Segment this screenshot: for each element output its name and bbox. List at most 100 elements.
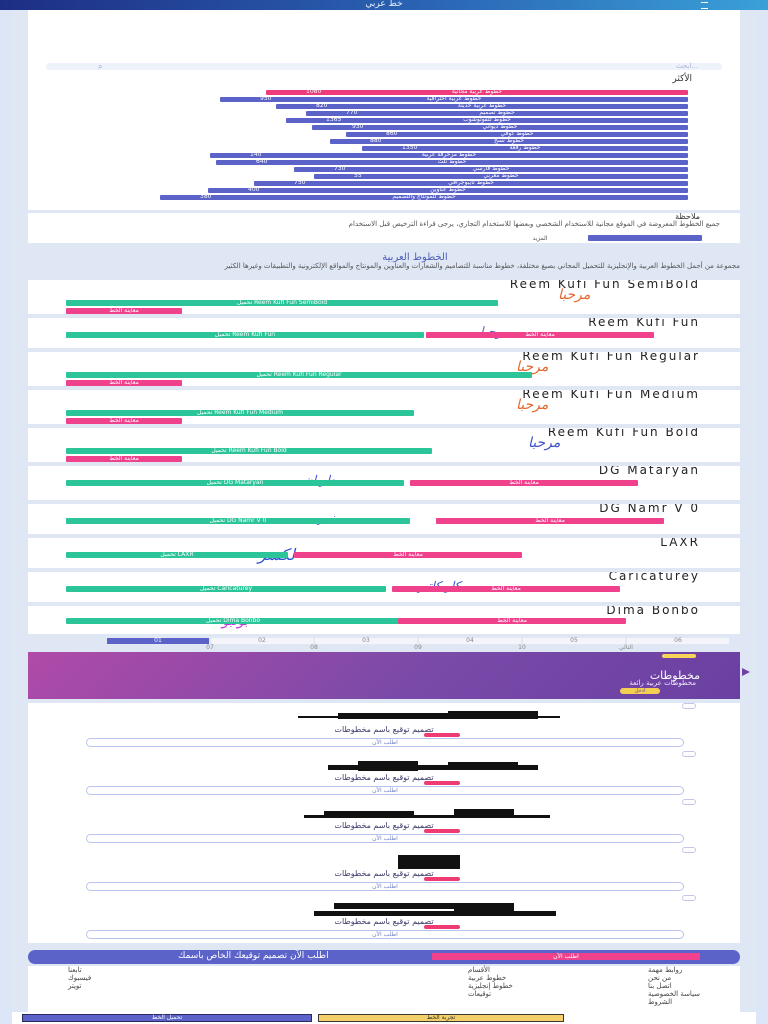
page-link[interactable]: 06 bbox=[626, 637, 730, 649]
popular-bar[interactable]: خطوط مزخرفة عربية 140 bbox=[210, 151, 688, 158]
popular-bar[interactable]: خطوط مغربي 55 bbox=[314, 172, 688, 179]
notice-more-bar[interactable] bbox=[588, 235, 702, 241]
font-preview-label: معاينة الخط bbox=[109, 418, 139, 424]
font-download-button[interactable]: تحميل Caricaturey bbox=[66, 586, 386, 592]
signature-order-button[interactable]: اطلب الآن bbox=[86, 930, 684, 939]
signature-badge bbox=[424, 925, 460, 929]
promo-banner[interactable]: مخطوطات مخطوطات عربية رائعة ادخل bbox=[28, 652, 750, 699]
search-icon: ⌕ bbox=[98, 62, 103, 71]
font-preview-button[interactable]: معاينة الخط bbox=[392, 586, 620, 592]
popular-bar[interactable]: خطوط عربية مجانية 1080 bbox=[266, 88, 688, 95]
popular-bar-label: خطوط تصميم bbox=[479, 109, 515, 116]
footer-link[interactable]: فيسبوك bbox=[68, 974, 92, 982]
font-download-button[interactable]: تحميل Reem Kufi Fun Medium bbox=[66, 410, 414, 416]
signature-order-button[interactable]: اطلب الآن bbox=[86, 834, 684, 843]
font-preview-button[interactable]: معاينة الخط bbox=[426, 332, 654, 338]
font-preview-button[interactable]: معاينة الخط bbox=[398, 618, 626, 624]
font-download-button[interactable]: تحميل LAXR bbox=[66, 552, 288, 558]
font-preview-button[interactable]: معاينة الخط bbox=[66, 456, 182, 462]
signature-order-button[interactable]: اطلب الآن bbox=[86, 882, 684, 891]
font-download-button[interactable]: تحميل Reem Kufi Fun SemiBold bbox=[66, 300, 498, 306]
popular-bar[interactable]: خطوط ثلث 640 bbox=[216, 158, 688, 165]
font-preview-button[interactable]: معاينة الخط bbox=[294, 552, 522, 558]
page-number: 05 bbox=[522, 637, 626, 645]
signature-badge bbox=[424, 781, 460, 785]
favorite-icon[interactable] bbox=[682, 799, 696, 805]
font-download-button[interactable]: تحميل DG Namr V 0 bbox=[66, 518, 410, 524]
popular-bar-count: 380 bbox=[200, 193, 212, 200]
footer-link[interactable]: توقيعات bbox=[468, 990, 492, 998]
popular-bar-count: 730 bbox=[334, 165, 346, 172]
font-download-button[interactable]: تحميل DG Mataryan bbox=[66, 480, 404, 486]
popular-bar[interactable]: خطوط ديواني 930 bbox=[312, 123, 688, 130]
page-link[interactable]: 10 bbox=[470, 644, 574, 656]
page-link[interactable]: التالي bbox=[574, 644, 678, 656]
font-preview-button[interactable]: معاينة الخط bbox=[436, 518, 664, 524]
font-download-button[interactable]: تحميل Reem Kufi Fun Regular bbox=[66, 372, 532, 378]
page-link[interactable]: 07 bbox=[158, 644, 262, 656]
font-preview-label: معاينة الخط bbox=[491, 586, 521, 592]
popular-bar[interactable]: خطوط رقعة 1350 bbox=[362, 144, 688, 151]
signature-order-button[interactable]: اطلب الآن bbox=[86, 738, 684, 747]
font-preview-button[interactable]: معاينة الخط bbox=[410, 480, 638, 486]
menu-icon[interactable] bbox=[701, 2, 708, 9]
page-link[interactable]: 04 bbox=[418, 637, 522, 649]
popular-bar-label: خطوط رقعة bbox=[509, 144, 541, 151]
font-name: Reem Kufi Fun Regular bbox=[522, 352, 700, 363]
cta-button[interactable]: اطلب الآن bbox=[432, 953, 700, 960]
font-download-button[interactable]: تحميل Dima Bonbo bbox=[66, 618, 400, 624]
page-link[interactable]: 01 bbox=[106, 637, 210, 649]
signature-list: تصميم توقيع باسم مخطوطات اطلب الآن تصميم ت… bbox=[28, 703, 740, 943]
popular-bar-label: خطوط تايبوجرافي bbox=[448, 179, 494, 186]
popular-bar[interactable]: خطوط تايبوجرافي 750 bbox=[254, 179, 688, 186]
page-number: 10 bbox=[518, 644, 526, 651]
favorite-icon[interactable] bbox=[682, 703, 696, 709]
popular-bar-label: خطوط للمونتاج والتصميم bbox=[392, 193, 456, 200]
page-link[interactable]: 08 bbox=[262, 644, 366, 656]
bottom-download-button[interactable]: تحميل الخط bbox=[22, 1014, 312, 1022]
popular-bar-count: 770 bbox=[346, 109, 358, 116]
font-download-button[interactable]: تحميل Reem Kufi Fun bbox=[66, 332, 424, 338]
signature-badge bbox=[424, 733, 460, 737]
favorite-icon[interactable] bbox=[682, 895, 696, 901]
footer-link[interactable]: تويتر bbox=[68, 982, 82, 990]
popular-bar[interactable]: خطوط نسخ 880 bbox=[330, 137, 688, 144]
popular-bar-count: 55 bbox=[354, 172, 362, 179]
page-link[interactable]: 09 bbox=[366, 644, 470, 656]
notice-more-link[interactable]: المزيد bbox=[532, 235, 548, 242]
favorite-icon[interactable] bbox=[682, 751, 696, 757]
popular-bar[interactable]: خطوط للفوتوشوب 1365 bbox=[286, 116, 688, 123]
footer-link[interactable]: خطوط إنجليزية bbox=[468, 982, 513, 990]
bottom-try-button[interactable]: تجربة الخط bbox=[318, 1014, 564, 1022]
footer-link[interactable]: خطوط عربية bbox=[468, 974, 507, 982]
font-download-button[interactable]: تحميل Reem Kufi Fun Bold bbox=[66, 448, 432, 454]
page-number: 01 bbox=[106, 637, 210, 645]
popular-bar[interactable]: خطوط عربية احترافية 950 bbox=[220, 95, 688, 102]
footer-link[interactable]: الشروط bbox=[648, 998, 673, 1006]
footer-link[interactable]: سياسة الخصوصية bbox=[648, 990, 701, 998]
promo-button[interactable]: ادخل bbox=[620, 688, 660, 694]
font-preview-button[interactable]: معاينة الخط bbox=[66, 418, 182, 424]
popular-bar[interactable]: خطوط عربية حديثة 820 bbox=[276, 102, 688, 109]
popular-bar[interactable]: خطوط عناوين 400 bbox=[208, 186, 688, 193]
footer-link[interactable]: من نحن bbox=[648, 974, 672, 982]
popular-bar[interactable]: خطوط للمونتاج والتصميم 380 bbox=[160, 193, 688, 200]
favorite-icon[interactable] bbox=[682, 847, 696, 853]
search-input[interactable]: ⌕ ابحث... bbox=[46, 62, 722, 71]
font-preview-button[interactable]: معاينة الخط bbox=[66, 308, 182, 314]
signature-stroke bbox=[448, 762, 518, 770]
page-link[interactable]: 02 bbox=[210, 637, 314, 649]
signature-order-button[interactable]: اطلب الآن bbox=[86, 786, 684, 795]
font-preview-button[interactable]: معاينة الخط bbox=[66, 380, 182, 386]
popular-bar[interactable]: خطوط تصميم 770 bbox=[306, 109, 688, 116]
signature-image bbox=[328, 759, 538, 773]
popular-bar[interactable]: خطوط كوفي 860 bbox=[346, 130, 688, 137]
page-link[interactable]: 05 bbox=[522, 637, 626, 649]
popular-bar[interactable]: خطوط فارسي 730 bbox=[294, 165, 688, 172]
popular-bar-count: 930 bbox=[352, 123, 364, 130]
page-link[interactable]: 03 bbox=[314, 637, 418, 649]
site-title: خط عربي bbox=[365, 0, 403, 9]
footer-link[interactable]: اتصل بنا bbox=[648, 982, 672, 990]
signature-order-label: اطلب الآن bbox=[372, 835, 398, 842]
